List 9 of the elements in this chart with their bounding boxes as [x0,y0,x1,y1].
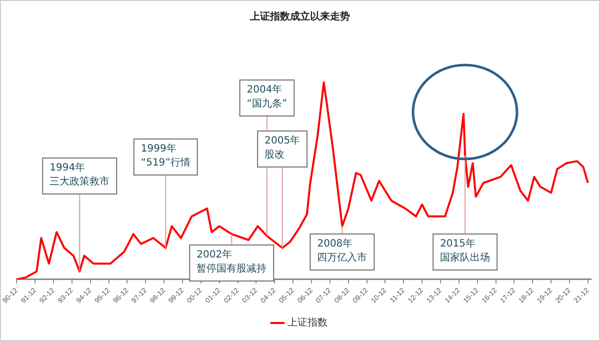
chart-title: 上证指数成立以来走势 [249,10,350,23]
annotation: 2002年暂停国有股减持 [196,248,267,275]
annotation: 2015年国家队出场 [440,238,490,264]
annotation: 2004年“国九条” [246,84,288,110]
annotation: 2005年股改 [264,134,300,161]
annotation: 1994年三大政策救市 [50,162,110,188]
annotation: 1999年“519”行情 [140,142,190,169]
legend-label: 上证指数 [288,316,328,329]
annotation: 2008年四万亿入市 [317,238,368,264]
